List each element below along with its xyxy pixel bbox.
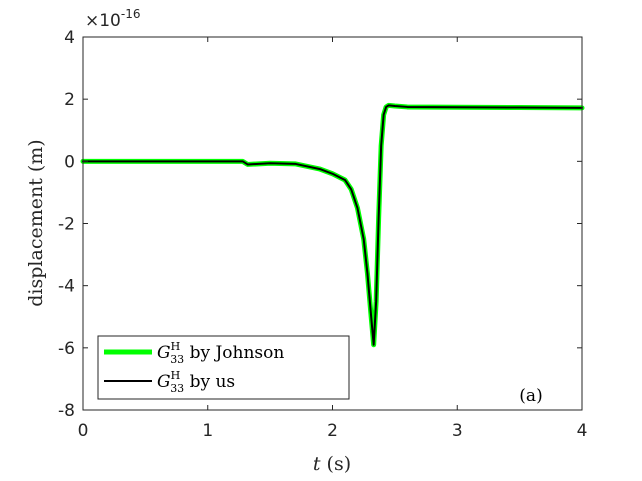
panel-label: (a) (519, 386, 542, 406)
legend-entry-us: GH 33 by us (104, 369, 235, 395)
legend: GH 33 by Johnson GH 33 by us (97, 335, 350, 400)
x-tick-label: 4 (577, 421, 588, 441)
legend-subscript: 33 (170, 382, 184, 395)
legend-subscript: 33 (170, 353, 184, 366)
legend-symbol: G (157, 343, 171, 363)
legend-box (97, 335, 350, 400)
y-tick-label: -2 (58, 215, 75, 235)
legend-suffix: by us (184, 372, 235, 392)
x-tick-label: 0 (78, 421, 89, 441)
x-tick-label: 2 (327, 421, 338, 441)
x-axis-label: t (s) (313, 453, 351, 475)
x-axis-variable: t (313, 453, 321, 475)
y-axis-label: displacement (m) (25, 139, 47, 306)
series-layer (80, 102, 585, 348)
series-line-us (82, 104, 583, 346)
legend-superscript: H (171, 369, 181, 382)
y-tick-label: 4 (64, 28, 75, 48)
y-exponent-prefix: ×10 (85, 11, 121, 31)
x-axis-unit: (s) (321, 453, 352, 475)
y-tick-label: -8 (58, 401, 75, 421)
y-tick-label: -4 (58, 277, 75, 297)
y-tick-label: 0 (64, 152, 75, 172)
y-exponent-power: -16 (121, 7, 141, 21)
legend-suffix: by Johnson (184, 343, 284, 363)
x-tick-label: 3 (452, 421, 463, 441)
y-tick-label: 2 (64, 90, 75, 110)
tick-labels: 0 1 2 3 4 -8 -6 -4 -2 0 2 4 (58, 28, 587, 441)
legend-label-johnson: GH 33 by Johnson (157, 340, 284, 366)
x-tick-label: 1 (202, 421, 213, 441)
legend-superscript: H (171, 340, 181, 353)
plot-frame (82, 36, 583, 411)
y-tick-label: -6 (58, 339, 75, 359)
legend-label-us: GH 33 by us (157, 369, 235, 395)
y-exponent-label: ×10-16 (85, 7, 141, 31)
legend-symbol: G (157, 372, 171, 392)
legend-entry-johnson: GH 33 by Johnson (104, 340, 284, 366)
